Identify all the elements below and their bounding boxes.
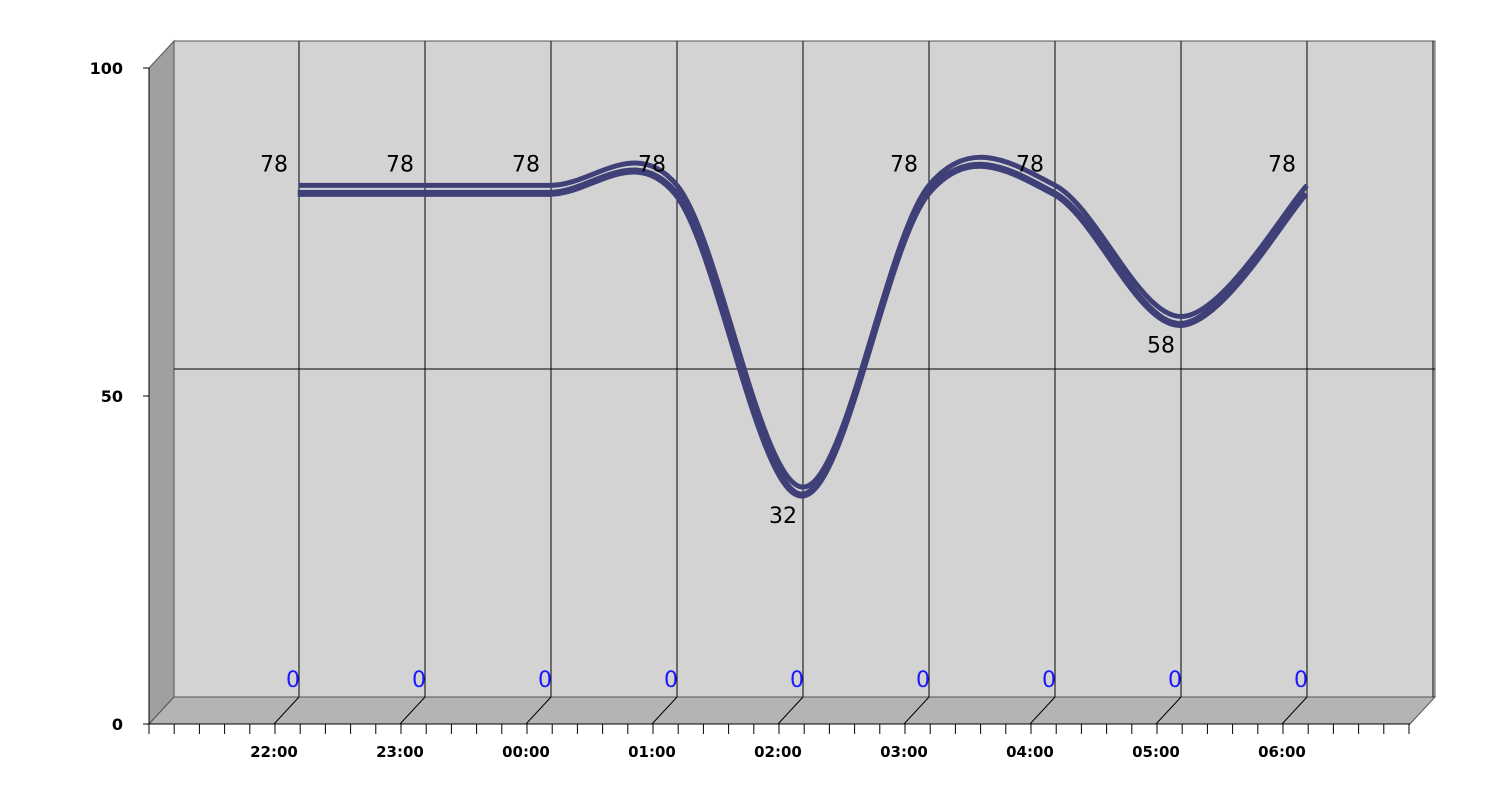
side-wall (149, 41, 174, 724)
data-label: 78 (1016, 152, 1044, 177)
x-tick-label: 00:00 (502, 743, 550, 761)
x-tick-label: 02:00 (754, 743, 802, 761)
zero-data-label: 0 (916, 668, 930, 693)
y-tick-label: 100 (90, 59, 123, 78)
data-label: 78 (638, 152, 666, 177)
data-label: 78 (1268, 152, 1296, 177)
data-label: 78 (512, 152, 540, 177)
y-tick-label: 0 (112, 715, 123, 734)
zero-data-label: 0 (538, 668, 552, 693)
x-tick-label: 03:00 (880, 743, 928, 761)
floor (149, 697, 1435, 724)
x-tick-label: 06:00 (1258, 743, 1306, 761)
zero-data-label: 0 (1042, 668, 1056, 693)
x-tick-label: 04:00 (1006, 743, 1054, 761)
zero-data-label: 0 (412, 668, 426, 693)
zero-data-label: 0 (664, 668, 678, 693)
zero-data-label: 0 (1294, 668, 1308, 693)
zero-data-label: 0 (790, 668, 804, 693)
data-label: 78 (260, 152, 288, 177)
data-label: 78 (890, 152, 918, 177)
x-tick-label: 05:00 (1132, 743, 1180, 761)
x-tick-label: 22:00 (250, 743, 298, 761)
x-tick-label: 01:00 (628, 743, 676, 761)
x-tick-label: 23:00 (376, 743, 424, 761)
zero-data-label: 0 (1168, 668, 1182, 693)
data-label: 32 (769, 504, 797, 529)
zero-data-label: 0 (286, 668, 300, 693)
y-tick-label: 50 (101, 387, 123, 406)
data-label: 58 (1147, 334, 1175, 359)
data-label: 78 (386, 152, 414, 177)
